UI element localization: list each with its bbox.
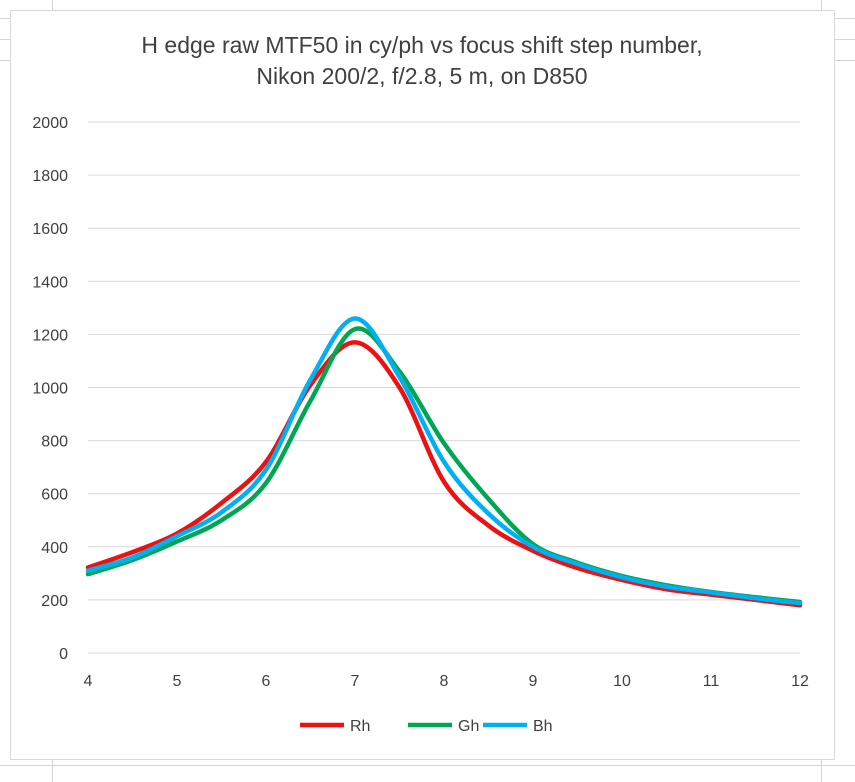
y-tick-label: 2000 [32,115,68,132]
y-tick-label: 1400 [32,274,68,291]
chart-title-line-2: Nikon 200/2, f/2.8, 5 m, on D850 [256,63,587,89]
y-tick-label: 800 [41,434,68,451]
y-tick-label: 200 [41,593,68,610]
x-tick-label: 10 [613,673,631,690]
x-axis-tick-labels: 4 5 6 7 8 9 10 11 12 [84,673,809,690]
y-tick-label: 400 [41,540,68,557]
legend: Rh Gh Bh [300,718,553,735]
y-tick-label: 600 [41,487,68,504]
chart-title-line-1: H edge raw MTF50 in cy/ph vs focus shift… [141,32,702,58]
y-tick-label: 1000 [32,381,68,398]
series-lines [85,316,803,608]
x-tick-label: 9 [529,673,538,690]
series-line-rh [85,340,803,608]
legend-label-gh: Gh [458,718,479,735]
legend-label-bh: Bh [533,718,553,735]
legend-label-rh: Rh [350,718,370,735]
y-tick-label: 1800 [32,168,68,185]
x-tick-label: 11 [703,673,720,690]
x-tick-label: 5 [173,673,182,690]
x-tick-label: 4 [84,673,93,690]
series-line-bh [85,316,803,606]
x-tick-label: 12 [791,673,809,690]
x-tick-label: 7 [351,673,360,690]
x-tick-label: 6 [262,673,271,690]
y-tick-label: 0 [59,646,68,663]
y-tick-label: 1200 [32,327,68,344]
gridlines [88,121,800,654]
x-tick-label: 8 [440,673,449,690]
chart-frame [10,10,835,760]
y-axis-tick-labels: 0 200 400 600 800 1000 1200 1400 1600 1800 2000 [32,115,68,663]
y-tick-label: 1600 [32,221,68,238]
